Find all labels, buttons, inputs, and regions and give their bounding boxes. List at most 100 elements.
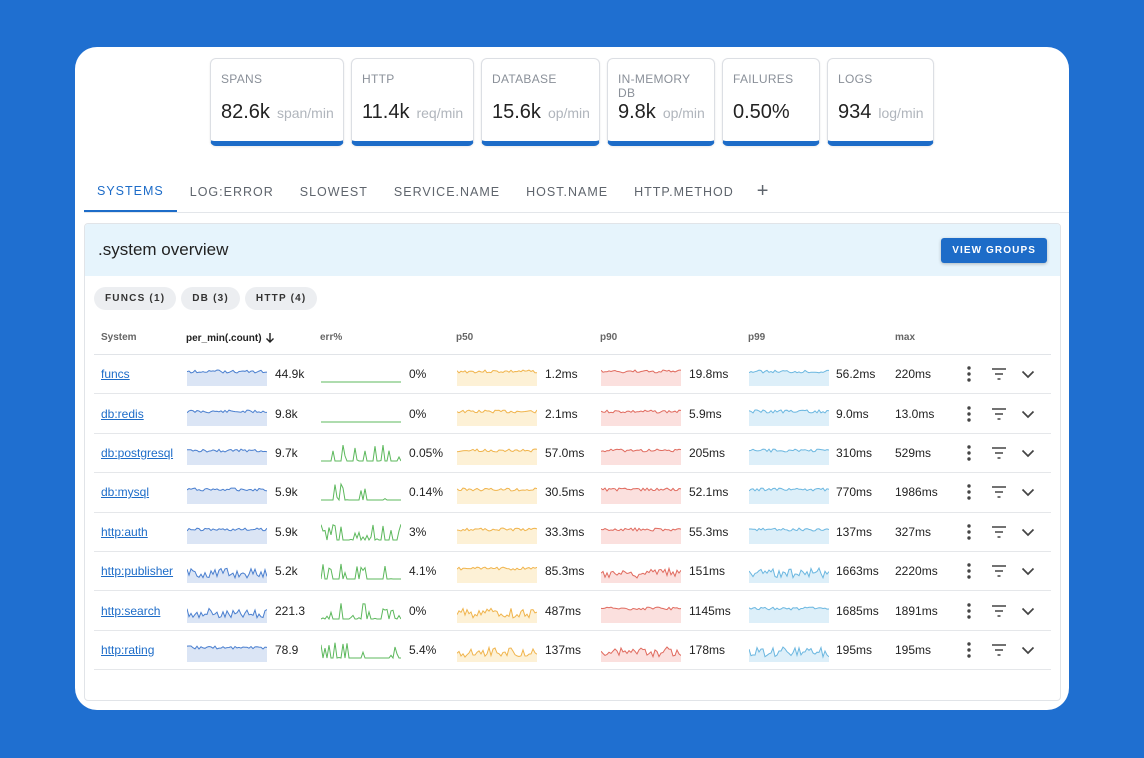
sparkline-area xyxy=(749,527,829,544)
sparkline-area xyxy=(749,606,829,623)
max-value: 2220ms xyxy=(895,564,938,579)
filter-button[interactable] xyxy=(989,482,1009,502)
chevron-down-button[interactable] xyxy=(1018,601,1038,621)
more-vert-button[interactable] xyxy=(959,640,979,660)
sparkline-line xyxy=(749,606,829,611)
sort-desc-icon xyxy=(265,333,274,343)
sparkline-area xyxy=(187,645,267,662)
view-groups-button[interactable]: VIEW GROUPS xyxy=(941,237,1047,263)
metric-card-database[interactable]: DATABASE 15.6k op/min xyxy=(481,58,600,146)
system-link[interactable]: http:auth xyxy=(101,524,148,539)
metric-card-logs[interactable]: LOGS 934 log/min xyxy=(827,58,934,146)
sparkline-p90 xyxy=(601,409,681,426)
col-header-p50[interactable]: p50 xyxy=(456,332,474,343)
table-row[interactable]: http:rating 78.9 5.4% 137ms 178ms 195ms 195ms xyxy=(94,631,1051,671)
tab-http-method[interactable]: HTTP.METHOD xyxy=(634,184,734,199)
sparkline-p99 xyxy=(749,487,829,505)
more-vert-button[interactable] xyxy=(959,601,979,621)
sparkline-p50 xyxy=(457,606,537,623)
tab-slowest[interactable]: SLOWEST xyxy=(299,184,368,199)
table-row[interactable]: funcs 44.9k 0% 1.2ms 19.8ms 56.2ms 220ms xyxy=(94,355,1051,395)
more-vert-button[interactable] xyxy=(959,482,979,502)
sparkline-area xyxy=(601,449,681,465)
filter-button[interactable] xyxy=(989,601,1009,621)
more-vert-button[interactable] xyxy=(959,404,979,424)
system-link[interactable]: db:postgresql xyxy=(101,445,174,460)
p99-value: 137ms xyxy=(836,524,873,539)
filter-button[interactable] xyxy=(989,443,1009,463)
more-vert-button[interactable] xyxy=(959,522,979,542)
system-link[interactable]: db:redis xyxy=(101,406,144,421)
sparkline-line xyxy=(321,642,401,660)
sparkline-area xyxy=(749,409,829,426)
metric-card-failures[interactable]: FAILURES 0.50% xyxy=(722,58,820,146)
chevron-down-button[interactable] xyxy=(1018,482,1038,502)
more-vert-button[interactable] xyxy=(959,364,979,384)
chevron-down-button[interactable] xyxy=(1018,522,1038,542)
filter-button[interactable] xyxy=(989,404,1009,424)
system-link[interactable]: funcs xyxy=(101,367,130,382)
chevron-down-button[interactable] xyxy=(1018,561,1038,581)
filter-button[interactable] xyxy=(989,364,1009,384)
chip-http[interactable]: HTTP (4) xyxy=(244,287,318,310)
sparkline-line xyxy=(457,448,537,453)
sparkline-p50 xyxy=(457,448,537,465)
chevron-down-button[interactable] xyxy=(1018,404,1038,424)
sparkline-line xyxy=(601,646,681,659)
system-link[interactable]: http:rating xyxy=(101,642,155,657)
col-header-system[interactable]: System xyxy=(101,332,137,343)
col-header-p99[interactable]: p99 xyxy=(748,332,766,343)
chip-db[interactable]: DB (3) xyxy=(181,287,240,310)
p90-value: 205ms xyxy=(689,445,726,460)
chevron-down-button[interactable] xyxy=(1018,364,1038,384)
filter-button[interactable] xyxy=(989,561,1009,581)
metric-value: 0.50% xyxy=(733,101,790,123)
err-value: 4.1% xyxy=(409,564,437,579)
tab-log-error[interactable]: LOG:ERROR xyxy=(189,184,274,199)
metric-card-spans[interactable]: SPANS 82.6k span/min xyxy=(210,58,344,146)
more-vert-button[interactable] xyxy=(959,443,979,463)
table-row[interactable]: db:redis 9.8k 0% 2.1ms 5.9ms 9.0ms 13.0ms xyxy=(94,394,1051,434)
system-link[interactable]: http:publisher xyxy=(101,564,174,579)
chevron-down-button[interactable] xyxy=(1018,443,1038,463)
system-link[interactable]: db:mysql xyxy=(101,485,150,500)
table-row[interactable]: db:mysql 5.9k 0.14% 30.5ms 52.1ms 770ms 1986ms xyxy=(94,473,1051,513)
chip-funcs[interactable]: FUNCS (1) xyxy=(94,287,177,310)
chevron-down-button[interactable] xyxy=(1018,640,1038,660)
col-header-p90[interactable]: p90 xyxy=(600,332,618,343)
tab-host-name[interactable]: HOST.NAME xyxy=(526,184,609,199)
table-row[interactable]: db:postgresql 9.7k 0.05% 57.0ms 205ms 310ms 52… xyxy=(94,434,1051,474)
system-link[interactable]: http:search xyxy=(101,603,161,618)
table-row[interactable]: http:search 221.3 0% 487ms 1145ms 1685ms 1891m… xyxy=(94,591,1051,631)
sparkline-area xyxy=(187,488,267,505)
table-row[interactable]: http:publisher 5.2k 4.1% 85.3ms 151ms 1663ms 2… xyxy=(94,552,1051,592)
sparkline-line xyxy=(187,607,267,619)
rate-value: 9.8k xyxy=(275,406,298,421)
sparkline-line xyxy=(321,523,401,541)
tab-systems[interactable]: SYSTEMS xyxy=(84,171,177,212)
sparkline-p99 xyxy=(749,369,829,387)
col-header-per-min[interactable]: per_min(.count) xyxy=(186,332,276,344)
chevron-down-icon xyxy=(1021,568,1035,576)
filter-button[interactable] xyxy=(989,522,1009,542)
add-tab-button[interactable]: + xyxy=(756,180,769,202)
sparkline-area xyxy=(321,602,401,623)
metric-card-http[interactable]: HTTP 11.4k req/min xyxy=(351,58,474,146)
sparkline-line xyxy=(457,645,537,658)
sparkline-p99 xyxy=(749,567,829,584)
max-value: 220ms xyxy=(895,367,932,382)
col-header-max[interactable]: max xyxy=(895,332,916,343)
filter-button[interactable] xyxy=(989,640,1009,660)
metric-card-in-memory-db[interactable]: IN-MEMORY DB 9.8k op/min xyxy=(607,58,715,146)
col-header-per-min-label: per_min(.count) xyxy=(186,332,262,344)
tab-service-name[interactable]: SERVICE.NAME xyxy=(393,184,501,199)
p90-value: 52.1ms xyxy=(689,485,729,500)
tab-bar: SYSTEMS LOG:ERROR SLOWEST SERVICE.NAME H… xyxy=(84,171,1069,213)
table-row[interactable]: http:auth 5.9k 3% 33.3ms 55.3ms 137ms 327ms xyxy=(94,513,1051,552)
col-header-err[interactable]: err% xyxy=(320,332,343,343)
p50-value: 137ms xyxy=(545,642,582,657)
main-card: SPANS 82.6k span/min HTTP 11.4k req/min DA… xyxy=(75,47,1069,710)
more-vert-button[interactable] xyxy=(959,561,979,581)
sparkline-err xyxy=(321,381,401,387)
sparkline-rate xyxy=(187,645,267,662)
